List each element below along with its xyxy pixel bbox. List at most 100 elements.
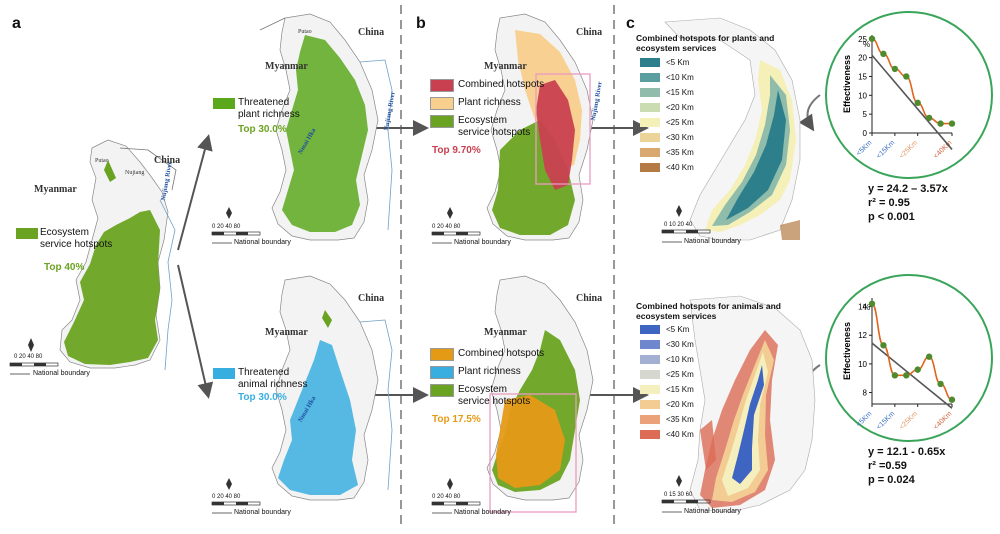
c2legend-label-3: <25 Km	[666, 370, 694, 379]
chart1-yunit: %	[863, 40, 870, 49]
legend-b1-2: Ecosystem service hotspots	[458, 115, 531, 138]
c2-title: Combined hotspots for animals and ecosys…	[636, 301, 781, 321]
chart2-point-2	[891, 372, 899, 379]
chart2-point-4	[914, 366, 921, 373]
c1legend-swatch-5	[640, 133, 660, 142]
c2legend-swatch-4	[640, 385, 660, 394]
c2legend-swatch-3	[640, 370, 660, 379]
b2-top-pct: Top 17.5%	[432, 414, 481, 425]
c2legend-label-5: <20 Km	[666, 400, 694, 409]
north-arrows	[28, 205, 682, 490]
chart2-point-3	[903, 372, 910, 379]
chart1-point-6	[937, 120, 944, 127]
c1legend-label-1: <10 Km	[666, 73, 694, 82]
chart2-ytick-label-3: 14	[858, 303, 867, 312]
c1legend-label-5: <30 Km	[666, 133, 694, 142]
panel-letter-c: c	[626, 15, 635, 32]
c1legend-swatch-1	[640, 73, 660, 82]
scale-label-c1: 0 10 20 40	[664, 222, 693, 228]
plant-top-pct: Top 30.0%	[238, 124, 287, 135]
chart2-yunit: %	[863, 303, 870, 312]
c2legend-label-2: <10 Km	[666, 355, 694, 364]
boundary-label-c1: National boundary	[684, 238, 741, 245]
chart1-ytick-label-2: 10	[858, 91, 867, 100]
legend-plant: Threatened plant richness	[238, 97, 300, 120]
c2legend-swatch-7	[640, 430, 660, 439]
boundary-label-b2: National boundary	[454, 509, 511, 516]
legend-eco-a: Ecosystem service hotspots	[40, 227, 113, 250]
place-nujiang-a: Nujiang	[125, 170, 145, 176]
chart1-point-3	[903, 73, 910, 80]
legend-swatch-b1-1	[430, 97, 454, 110]
scale-label-b1: 0 20 40 80	[432, 224, 461, 230]
c2legend-swatch-6	[640, 415, 660, 424]
chart2-ytick-label-2: 12	[858, 331, 867, 340]
boundary-label-plant: National boundary	[234, 239, 291, 246]
country-myanmar-a: Myanmar	[34, 184, 77, 195]
boundary-label-a: National boundary	[33, 370, 90, 377]
legend-swatch-b1-2	[430, 115, 454, 128]
chart1-point-2	[891, 65, 899, 73]
chart-circle-top	[825, 11, 993, 179]
chart1-ytick-label-0: 0	[863, 129, 868, 138]
c2legend-label-0: <5 Km	[666, 325, 690, 334]
c2legend-swatch-2	[640, 355, 660, 364]
chart1-ytick-label-5: 25	[858, 35, 867, 44]
chart1-ytick-label-3: 15	[858, 72, 867, 81]
chart1-fit-line	[871, 54, 953, 150]
c2legend-label-7: <40 Km	[666, 430, 694, 439]
map-combined-animal	[486, 275, 594, 513]
country-china-plant: China	[358, 27, 385, 38]
chart2-ytick-label-0: 8	[863, 389, 868, 398]
c2legend-swatch-1	[640, 340, 660, 349]
map-animal-richness	[271, 275, 393, 501]
boundary-label-animal: National boundary	[234, 509, 291, 516]
chart1-point-5	[925, 114, 933, 122]
chart2-point-6	[937, 380, 944, 388]
c1legend-label-3: <20 Km	[666, 103, 694, 112]
c2legend-label-6: <35 Km	[666, 415, 694, 424]
country-china-b1: China	[576, 27, 603, 38]
legend-swatch-b2-0	[430, 348, 454, 361]
c1legend-swatch-7	[640, 163, 660, 172]
legend-swatch-b2-1	[430, 366, 454, 379]
eq2-p: p = 0.024	[868, 474, 915, 486]
legend-b2-2: Ecosystem service hotspots	[458, 384, 531, 407]
scale-label-plant: 0 20 40 80	[212, 224, 241, 230]
chart2-ytick-label-1: 10	[858, 360, 867, 369]
country-myanmar-animal: Myanmar	[265, 327, 308, 338]
chart2-point-7	[948, 396, 956, 403]
zoom-box-bottom	[489, 393, 577, 513]
country-myanmar-plant: Myanmar	[265, 61, 308, 72]
country-myanmar-b1: Myanmar	[484, 61, 527, 72]
eq1-r2: r² = 0.95	[868, 197, 910, 209]
c2legend-swatch-0	[640, 325, 660, 334]
eco-top-pct: Top 40%	[44, 262, 85, 273]
legend-b2-0: Combined hotspots	[458, 348, 545, 359]
chart1-point-0	[868, 35, 876, 42]
country-china-animal: China	[358, 293, 385, 304]
legend-swatch-animal	[213, 368, 235, 379]
eq1: y = 24.2 – 3.57x r² = 0.95 p < 0.001	[868, 182, 948, 224]
chart1-ytick-label-4: 20	[858, 54, 867, 63]
c1legend-swatch-6	[640, 148, 660, 157]
boundary-label-b1: National boundary	[454, 239, 511, 246]
c2legend-label-1: <30 Km	[666, 340, 694, 349]
c1-title: Combined hotspots for plants and ecosyst…	[636, 33, 775, 53]
scale-label-a: 0 20 40 80	[14, 354, 43, 360]
c1legend-label-7: <40 Km	[666, 163, 694, 172]
animal-top-pct: Top 30.0%	[238, 392, 287, 403]
boundary-label-c2: National boundary	[684, 508, 741, 515]
map-plant-richness	[259, 13, 393, 241]
place-putao-a: Putao	[95, 158, 109, 164]
map-combined-plant	[486, 13, 594, 241]
scale-label-c2: 0 15 30 60	[664, 492, 693, 498]
b1-top-pct: Top 9.70%	[432, 145, 481, 156]
c2legend-label-4: <15 Km	[666, 385, 694, 394]
eq2-r2: r² =0.59	[868, 460, 907, 472]
eq1-formula: y = 24.2 – 3.57x	[868, 183, 948, 195]
chart2-point-0	[868, 300, 876, 307]
chart2-point-5	[925, 353, 933, 360]
chart2-fit-line	[871, 342, 953, 409]
